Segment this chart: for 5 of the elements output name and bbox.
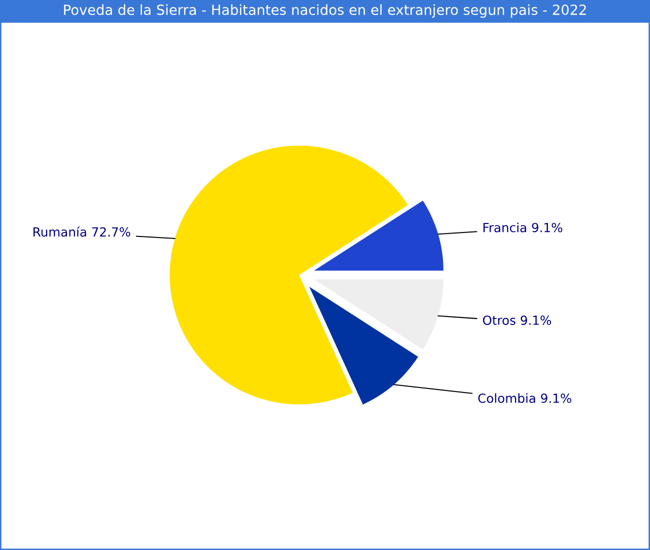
slice-label: Rumanía 72.7%: [33, 226, 130, 237]
slice-label: Otros 9.1%: [482, 316, 552, 325]
slice-label: Francia 9.1%: [483, 222, 562, 232]
slice-label: Colombia 9.1%: [478, 393, 572, 403]
chart-title: Poveda de la Sierra - Habitantes nacidos en el extranjero segun pais - 2022: [64, 4, 586, 18]
